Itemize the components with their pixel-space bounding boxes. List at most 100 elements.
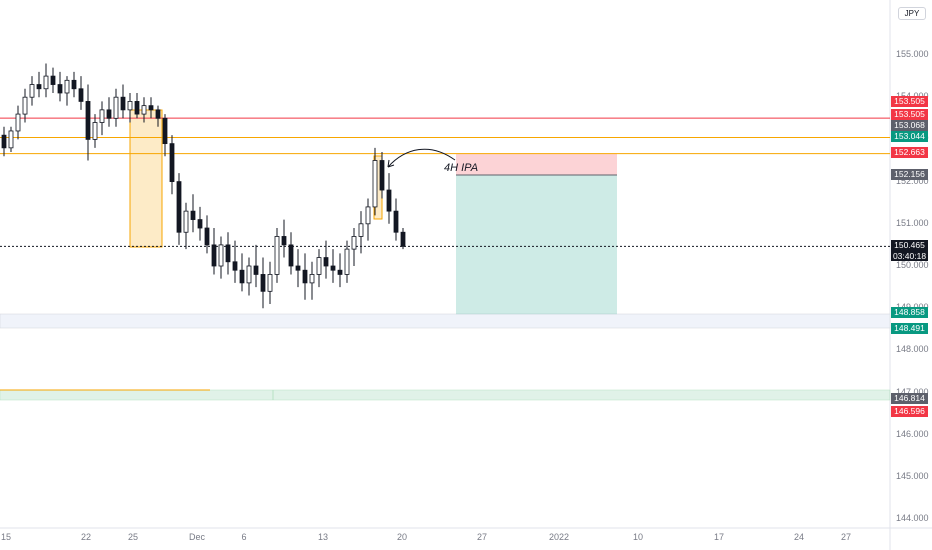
candle-21: [148, 97, 154, 119]
y-tick-label: 148.000: [896, 344, 929, 355]
candle-body: [155, 109, 161, 119]
y-tick-label: 152.000: [896, 175, 929, 186]
x-tick-label: 22: [80, 532, 92, 542]
x-tick-label: Dec: [188, 532, 206, 542]
candle-body: [386, 189, 392, 212]
candle-10: [71, 71, 77, 98]
candle-15: [106, 97, 112, 127]
candle-body: [393, 210, 399, 233]
candle-30: [211, 228, 217, 275]
y-tick-label: 144.000: [896, 513, 929, 524]
price-label-badge: 146.814: [891, 393, 928, 404]
x-tick-label: 13: [317, 532, 329, 542]
candle-12: [85, 84, 91, 161]
candle-body: [260, 274, 266, 292]
candle-body: [92, 122, 98, 140]
candle-1: [8, 126, 14, 153]
candle-11: [78, 76, 84, 110]
price-label-badge: 152.156: [891, 169, 928, 180]
x-tick-label: 25: [127, 532, 139, 542]
candle-50: [351, 228, 357, 266]
candle-body: [344, 248, 350, 275]
candle-body: [197, 219, 203, 229]
candle-body: [113, 96, 119, 119]
candle-23: [162, 114, 168, 157]
candle-54: [379, 152, 385, 199]
candle-body: [372, 160, 378, 208]
candle-body: [57, 84, 63, 94]
candle-34: [239, 253, 245, 292]
x-tick-label: 17: [713, 532, 725, 542]
candle-body: [225, 244, 231, 263]
candle-body: [211, 244, 217, 267]
candle-57: [400, 228, 406, 250]
candle-44: [309, 261, 315, 300]
candle-4: [29, 76, 35, 106]
candle-17: [120, 84, 126, 119]
annotation-arrow: [387, 148, 456, 168]
candle-body: [134, 101, 140, 115]
candle-28: [197, 206, 203, 241]
candle-body: [127, 101, 133, 111]
candle-49: [344, 240, 350, 283]
x-tick-label: 15: [0, 532, 12, 542]
candle-body: [176, 181, 182, 233]
candle-35: [246, 257, 252, 296]
x-tick-label: 6: [241, 532, 247, 542]
candle-32: [225, 232, 231, 275]
candle-36: [253, 244, 259, 288]
x-tick-label: 24: [793, 532, 805, 542]
candle-53: [372, 147, 378, 216]
candle-body: [190, 210, 196, 220]
candle-body: [64, 79, 70, 94]
candle-body: [106, 109, 112, 119]
candle-55: [386, 173, 392, 224]
candle-body: [232, 261, 238, 271]
price-label-badge: 153.068: [891, 120, 928, 131]
bar-countdown: 03:40:18: [892, 250, 927, 261]
candle-20: [141, 97, 147, 123]
candle-body: [337, 269, 343, 275]
x-tick-label: 2022: [548, 532, 570, 542]
annotation-4h-ipa[interactable]: 4H IPA: [444, 162, 479, 174]
current-price-value: 150.465: [894, 240, 925, 250]
candle-body: [1, 134, 7, 149]
candle-body: [246, 265, 252, 284]
candle-body: [50, 75, 56, 85]
price-label-badge: 153.044: [891, 131, 928, 142]
candle-body: [267, 274, 273, 292]
candle-47: [330, 249, 336, 283]
candle-14: [99, 101, 105, 136]
candle-38: [267, 261, 273, 304]
y-tick-label: 147.000: [896, 386, 929, 397]
candle-body: [358, 223, 364, 237]
candle-body: [99, 109, 105, 123]
candle-52: [365, 198, 371, 241]
candle-24: [169, 135, 175, 195]
candle-body: [309, 274, 315, 284]
candle-46: [323, 240, 329, 279]
candle-41: [288, 232, 294, 275]
candle-body: [218, 244, 224, 267]
candle-48: [337, 253, 343, 288]
candle-body: [400, 231, 406, 247]
candle-body: [85, 101, 91, 140]
candle-51: [358, 211, 364, 254]
candle-body: [274, 236, 280, 275]
candle-body: [36, 84, 42, 90]
y-tick-label: 151.000: [896, 217, 929, 228]
currency-badge[interactable]: JPY: [898, 7, 926, 20]
position-reward-zone: [456, 175, 617, 315]
x-tick-label: 27: [840, 532, 852, 542]
candle-body: [379, 160, 385, 191]
candle-6: [43, 63, 49, 98]
candle-body: [281, 236, 287, 246]
candle-body: [169, 143, 175, 182]
candle-19: [134, 92, 140, 119]
price-label-badge: 153.505: [891, 109, 928, 120]
candle-body: [183, 210, 189, 233]
candle-body: [330, 265, 336, 271]
order-block-zone: [129, 109, 163, 248]
candle-13: [92, 114, 98, 148]
